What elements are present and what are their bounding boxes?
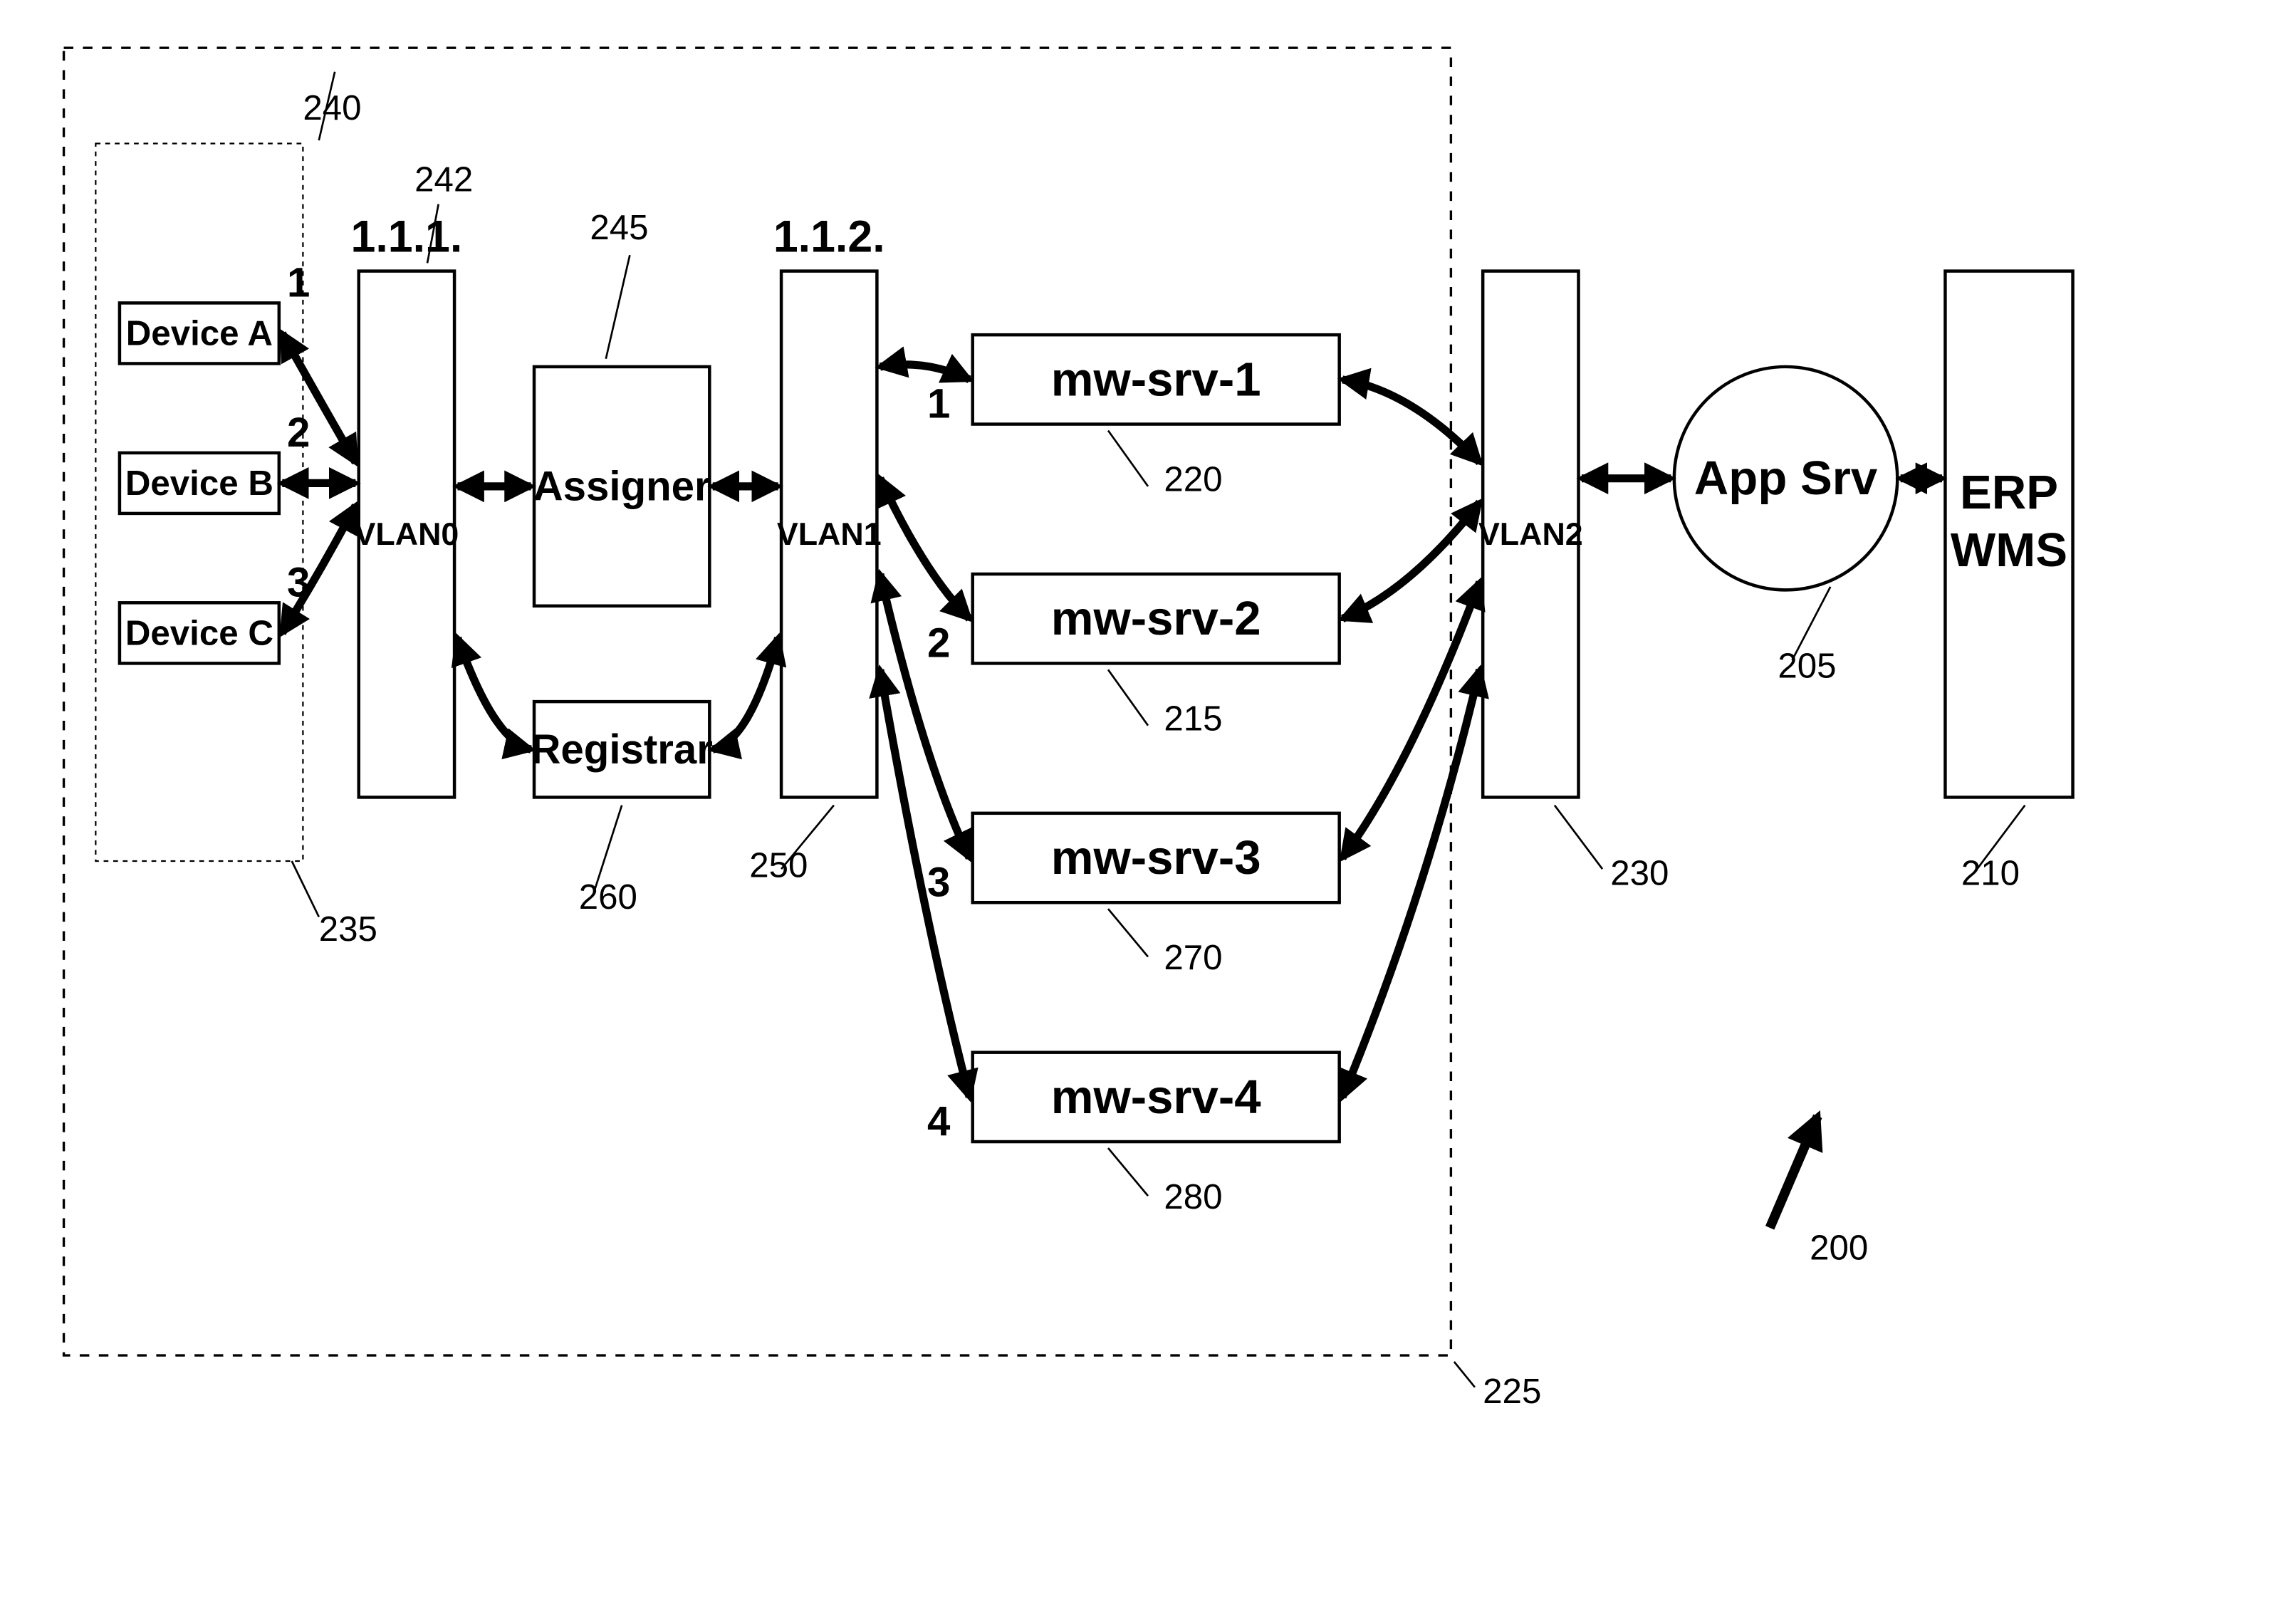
- app-srv-label: App Srv: [1694, 452, 1878, 505]
- vlan1-ip: 1.1.2.: [773, 212, 885, 262]
- leader-6: [1555, 806, 1602, 870]
- ref-200-pointer: [1770, 1116, 1817, 1228]
- ref-210: 210: [1961, 854, 2020, 893]
- device-c-label: Device C: [125, 613, 273, 652]
- ref-235: 235: [319, 909, 377, 949]
- registrar-label: Registrar: [531, 726, 713, 773]
- leader-13: [1108, 1148, 1148, 1196]
- mw-port-4: 4: [927, 1098, 951, 1145]
- arrow-vlan0-registrar: [458, 638, 531, 750]
- leader-3: [292, 861, 319, 917]
- ref-245: 245: [590, 208, 648, 247]
- ref-230: 230: [1610, 854, 1669, 893]
- erp-label: ERP: [1960, 466, 2058, 519]
- arrow-registrar-vlan1: [713, 638, 778, 750]
- ref-280: 280: [1164, 1177, 1222, 1216]
- ref-225: 225: [1483, 1372, 1541, 1411]
- mw-srv-3-label: mw-srv-3: [1051, 831, 1261, 885]
- mw-srv-1-label: mw-srv-1: [1051, 353, 1261, 406]
- arrow-vlan1-mw2: [880, 479, 969, 619]
- ref-240: 240: [303, 88, 361, 127]
- ref-242: 242: [414, 160, 473, 199]
- ref-220: 220: [1164, 460, 1222, 499]
- arrow-vlan1-mw3: [880, 574, 969, 858]
- arrow-vlan1-mw1: [880, 365, 969, 380]
- assigner-label: Assigner: [533, 463, 711, 509]
- wms-label: WMS: [1951, 523, 2067, 577]
- leader-12: [1108, 909, 1148, 956]
- vlan0-label: VLAN0: [355, 516, 459, 552]
- arrow-mw3-vlan2: [1342, 582, 1480, 857]
- device-port-1: 1: [287, 259, 310, 306]
- arrow-mw2-vlan2: [1342, 502, 1480, 618]
- device-port-2: 2: [287, 410, 310, 456]
- leader-2: [606, 255, 630, 359]
- leader-10: [1108, 430, 1148, 486]
- ref-200: 200: [1810, 1229, 1868, 1268]
- vlan1-label: VLAN1: [777, 516, 882, 552]
- mw-srv-4-label: mw-srv-4: [1051, 1070, 1261, 1124]
- mw-port-2: 2: [927, 620, 950, 666]
- ref-215: 215: [1164, 699, 1222, 738]
- ref-260: 260: [579, 877, 637, 917]
- ref-250: 250: [749, 845, 808, 885]
- leader-11: [1108, 669, 1148, 725]
- ref-205: 205: [1778, 647, 1836, 686]
- mw-port-1: 1: [927, 381, 950, 427]
- vlan0-ip: 1.1.1.: [351, 212, 463, 262]
- leader-9: [1454, 1362, 1475, 1387]
- device-b-label: Device B: [125, 464, 273, 503]
- device-a-label: Device A: [126, 313, 273, 353]
- arrow-mw1-vlan2: [1342, 380, 1480, 462]
- mw-srv-2-label: mw-srv-2: [1051, 592, 1261, 645]
- mw-port-3: 3: [927, 859, 950, 905]
- ref-270: 270: [1164, 938, 1222, 977]
- vlan2-label: VLAN2: [1478, 516, 1583, 552]
